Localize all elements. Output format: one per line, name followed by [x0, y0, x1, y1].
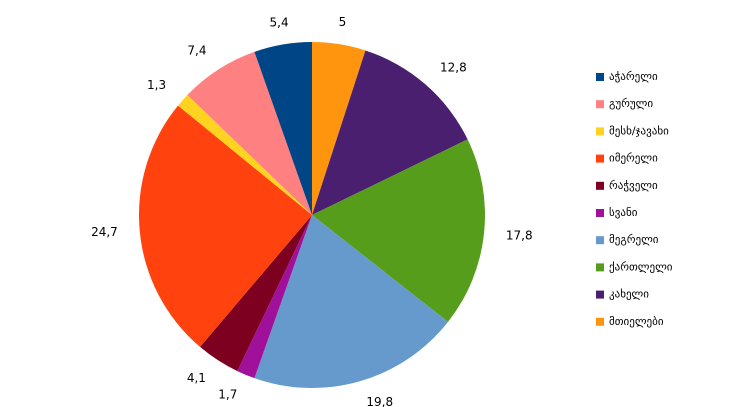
- legend-label: სვანი: [609, 206, 638, 219]
- legend-label: ქართლელი: [609, 260, 673, 273]
- data-label: 1,3: [147, 78, 166, 92]
- legend-swatch: [596, 100, 604, 109]
- pie-slice: [312, 139, 485, 322]
- legend-label: კახელი: [609, 288, 649, 301]
- pie-slice: [312, 50, 468, 215]
- pie-slice: [200, 215, 312, 372]
- data-label: 24,7: [91, 225, 118, 239]
- pie-slice: [139, 105, 312, 347]
- pie-slice: [178, 94, 312, 215]
- legend-swatch: [596, 290, 604, 299]
- pie-slice: [254, 42, 312, 215]
- data-label: 4,1: [187, 371, 206, 385]
- legend-label: გურული: [609, 97, 653, 110]
- legend-swatch: [596, 73, 604, 81]
- legend-swatch: [596, 181, 604, 190]
- legend-label: მესხ/ჯავახი: [609, 124, 669, 137]
- legend-label: მთიელები: [609, 315, 664, 328]
- legend-swatch: [596, 209, 604, 217]
- data-label: 1,7: [218, 388, 237, 402]
- legend-swatch: [596, 317, 604, 326]
- legend-label: მეგრელი: [609, 233, 659, 246]
- data-label: 12,8: [440, 60, 467, 74]
- legend-swatch: [596, 236, 604, 245]
- legend-label: რაჭველი: [609, 179, 658, 192]
- legend-swatch: [596, 263, 604, 272]
- data-label: 5: [339, 15, 347, 29]
- pie-slice: [237, 215, 312, 379]
- pie-slice: [187, 51, 312, 215]
- data-label: 5,4: [270, 15, 289, 29]
- data-label: 17,8: [506, 228, 533, 242]
- data-label: 7,4: [187, 44, 206, 58]
- legend-label: იმერელი: [609, 152, 658, 165]
- legend-swatch: [596, 154, 604, 163]
- data-label: 19,8: [366, 395, 393, 407]
- pie-slice: [254, 215, 449, 388]
- pie-slice: [312, 42, 366, 215]
- legend-swatch: [596, 127, 604, 136]
- legend-label: აჭარელი: [609, 70, 658, 83]
